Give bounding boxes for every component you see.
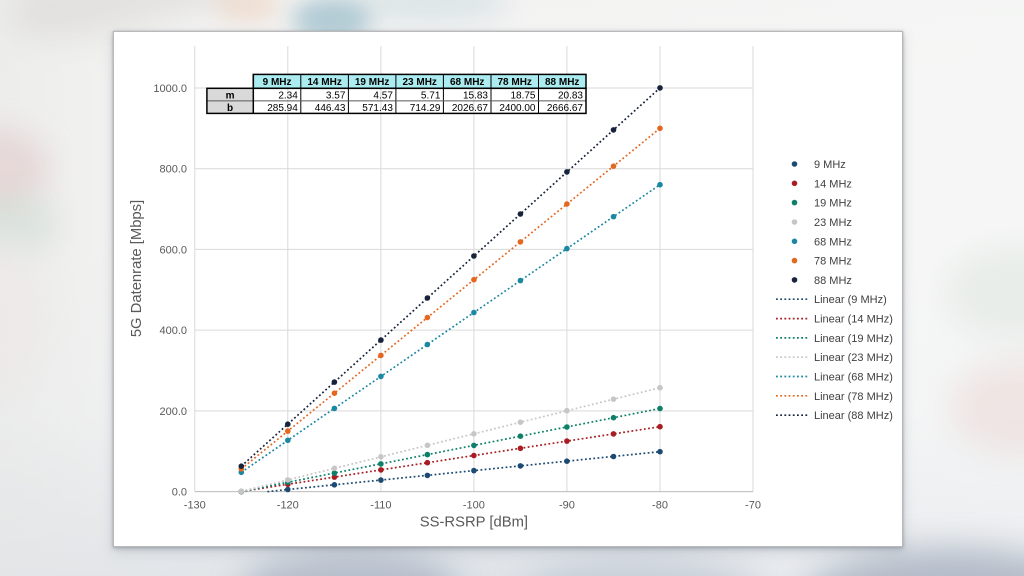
svg-text:-90: -90: [559, 500, 575, 512]
svg-text:2.34: 2.34: [278, 90, 298, 101]
svg-text:2666.67: 2666.67: [547, 103, 584, 114]
svg-text:2400.00: 2400.00: [499, 103, 536, 114]
svg-text:Linear (9 MHz): Linear (9 MHz): [814, 294, 887, 306]
svg-text:Linear (14 MHz): Linear (14 MHz): [814, 314, 893, 326]
svg-text:714.29: 714.29: [410, 103, 441, 114]
svg-text:m: m: [226, 90, 235, 101]
svg-text:-110: -110: [370, 500, 391, 512]
svg-text:5.71: 5.71: [421, 90, 441, 101]
svg-text:78 MHz: 78 MHz: [497, 77, 531, 88]
svg-text:800.0: 800.0: [159, 164, 187, 176]
svg-text:600.0: 600.0: [159, 244, 187, 256]
svg-text:23 MHz: 23 MHz: [814, 217, 852, 229]
svg-text:14 MHz: 14 MHz: [307, 77, 341, 88]
svg-text:4.57: 4.57: [373, 90, 393, 101]
svg-text:68 MHz: 68 MHz: [814, 236, 852, 248]
svg-text:b: b: [227, 103, 233, 114]
svg-text:20.83: 20.83: [558, 90, 583, 101]
svg-text:Linear (23 MHz): Linear (23 MHz): [814, 352, 893, 364]
svg-text:400.0: 400.0: [159, 325, 187, 337]
svg-text:446.43: 446.43: [315, 103, 346, 114]
svg-text:68 MHz: 68 MHz: [450, 77, 484, 88]
svg-text:9 MHz: 9 MHz: [814, 159, 846, 171]
svg-text:19 MHz: 19 MHz: [355, 77, 389, 88]
svg-text:14 MHz: 14 MHz: [814, 178, 852, 190]
svg-text:3.57: 3.57: [326, 90, 346, 101]
svg-text:88 MHz: 88 MHz: [814, 275, 852, 287]
svg-text:200.0: 200.0: [159, 406, 187, 418]
svg-text:-80: -80: [652, 500, 668, 512]
svg-text:23 MHz: 23 MHz: [402, 77, 436, 88]
svg-text:78 MHz: 78 MHz: [814, 256, 852, 268]
svg-text:285.94: 285.94: [267, 103, 298, 114]
svg-text:5G Datenrate [Mbps]: 5G Datenrate [Mbps]: [129, 200, 145, 337]
svg-text:Linear (78 MHz): Linear (78 MHz): [814, 391, 893, 403]
svg-text:0.0: 0.0: [172, 487, 187, 499]
svg-text:-120: -120: [277, 500, 299, 512]
svg-text:571.43: 571.43: [362, 103, 393, 114]
svg-text:2026.67: 2026.67: [452, 103, 489, 114]
svg-text:Linear (88 MHz): Linear (88 MHz): [814, 410, 893, 422]
svg-text:-70: -70: [745, 500, 761, 512]
svg-text:SS-RSRP [dBm]: SS-RSRP [dBm]: [420, 515, 528, 531]
svg-text:Linear (68 MHz): Linear (68 MHz): [814, 372, 893, 384]
svg-text:88 MHz: 88 MHz: [545, 77, 579, 88]
svg-text:-100: -100: [463, 500, 485, 512]
svg-text:1000.0: 1000.0: [153, 83, 187, 95]
svg-text:15.83: 15.83: [463, 90, 488, 101]
svg-text:-130: -130: [184, 500, 206, 512]
svg-text:19 MHz: 19 MHz: [814, 198, 852, 210]
svg-text:9 MHz: 9 MHz: [263, 77, 292, 88]
svg-text:18.75: 18.75: [510, 90, 535, 101]
svg-text:Linear (19 MHz): Linear (19 MHz): [814, 333, 893, 345]
